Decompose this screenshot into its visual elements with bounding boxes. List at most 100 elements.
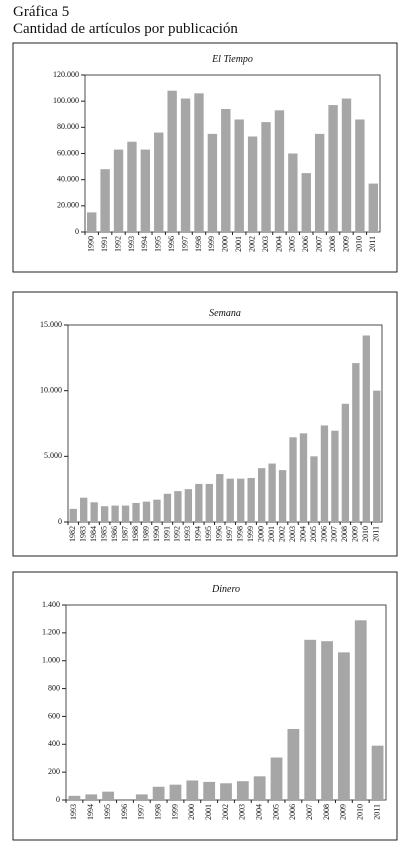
bar bbox=[371, 745, 384, 800]
x-tick-label: 1990 bbox=[87, 236, 96, 252]
x-tick-label: 1997 bbox=[225, 526, 234, 542]
bar bbox=[234, 119, 244, 232]
x-tick-label: 1994 bbox=[194, 526, 203, 542]
bar bbox=[152, 786, 165, 800]
bar bbox=[310, 456, 318, 522]
x-tick-label: 1983 bbox=[79, 526, 88, 542]
x-tick-label: 2006 bbox=[301, 236, 310, 252]
bar bbox=[69, 508, 77, 522]
x-tick-label: 2000 bbox=[256, 526, 265, 542]
bar bbox=[207, 133, 218, 232]
x-tick-label: 1999 bbox=[207, 236, 216, 252]
x-tick-label: 1991 bbox=[100, 236, 109, 252]
x-tick-label: 2007 bbox=[314, 236, 323, 252]
x-tick-label: 2005 bbox=[288, 236, 297, 252]
x-tick-label: 1990 bbox=[152, 526, 161, 542]
x-tick-label: 2011 bbox=[372, 526, 381, 542]
x-tick-label: 1992 bbox=[113, 236, 122, 252]
bar bbox=[289, 437, 297, 522]
bar bbox=[140, 149, 151, 232]
bar bbox=[174, 491, 182, 522]
x-tick-label: 2008 bbox=[340, 526, 349, 542]
y-tick-label: 5.000 bbox=[44, 451, 62, 460]
bar bbox=[247, 478, 255, 522]
bar bbox=[321, 641, 333, 800]
x-tick-label: 2001 bbox=[204, 804, 213, 820]
bar bbox=[352, 363, 360, 522]
x-tick-label: 2006 bbox=[319, 526, 328, 542]
x-tick-label: 1998 bbox=[194, 236, 203, 252]
bar bbox=[186, 780, 199, 800]
x-tick-label: 1996 bbox=[215, 526, 224, 542]
y-tick-label: 1.400 bbox=[42, 600, 60, 609]
bar bbox=[113, 149, 124, 232]
x-tick-label: 1993 bbox=[183, 526, 192, 542]
x-tick-label: 1985 bbox=[99, 526, 108, 542]
x-tick-label: 1996 bbox=[120, 804, 129, 820]
bar bbox=[261, 122, 271, 232]
x-tick-label: 2011 bbox=[372, 804, 381, 820]
bar bbox=[90, 502, 98, 522]
x-tick-label: 2010 bbox=[355, 236, 364, 252]
x-tick-label: 1987 bbox=[120, 526, 129, 542]
bar bbox=[253, 776, 266, 800]
bar bbox=[142, 501, 151, 522]
y-tick-label: 40.000 bbox=[57, 174, 79, 183]
bar bbox=[320, 425, 329, 522]
x-tick-label: 2009 bbox=[341, 236, 350, 252]
x-tick-label: 1996 bbox=[167, 236, 176, 252]
bar bbox=[288, 153, 298, 232]
bar bbox=[268, 463, 276, 522]
bar bbox=[102, 791, 114, 800]
bar bbox=[100, 506, 109, 522]
chart-title: Semana bbox=[209, 308, 241, 319]
bar bbox=[167, 90, 177, 232]
y-tick-label: 15.000 bbox=[40, 320, 62, 329]
x-tick-label: 1993 bbox=[69, 804, 78, 820]
figure-subtitle: Cantidad de artículos por publicación bbox=[13, 21, 238, 37]
bar bbox=[301, 173, 311, 232]
bar bbox=[299, 433, 308, 522]
bar bbox=[373, 390, 381, 522]
y-tick-label: 20.000 bbox=[57, 201, 79, 210]
bar bbox=[205, 483, 213, 522]
y-tick-label: 1.200 bbox=[42, 628, 60, 637]
y-tick-label: 60.000 bbox=[57, 148, 79, 157]
y-tick-label: 800 bbox=[48, 683, 60, 692]
bar bbox=[111, 505, 119, 522]
bar bbox=[203, 781, 216, 800]
x-tick-label: 2004 bbox=[298, 526, 307, 542]
x-tick-label: 1994 bbox=[140, 236, 149, 252]
x-tick-label: 2010 bbox=[361, 526, 370, 542]
bar bbox=[154, 132, 164, 232]
x-tick-label: 1994 bbox=[86, 804, 95, 820]
x-tick-label: 2008 bbox=[328, 236, 337, 252]
x-tick-label: 1995 bbox=[204, 526, 213, 542]
x-tick-label: 2006 bbox=[288, 804, 297, 820]
x-tick-label: 1993 bbox=[127, 236, 136, 252]
panel bbox=[12, 42, 398, 273]
bar bbox=[278, 470, 287, 522]
x-tick-label: 1999 bbox=[246, 526, 255, 542]
x-tick-label: 2004 bbox=[255, 804, 264, 820]
bar bbox=[237, 478, 245, 522]
y-tick-label: 400 bbox=[48, 739, 60, 748]
x-tick-label: 2011 bbox=[368, 236, 377, 252]
bar bbox=[314, 133, 325, 232]
x-tick-label: 2008 bbox=[322, 804, 331, 820]
x-tick-label: 2009 bbox=[351, 526, 360, 542]
bar bbox=[338, 652, 350, 800]
x-tick-label: 2010 bbox=[356, 804, 365, 820]
bar bbox=[163, 493, 172, 522]
x-tick-label: 1992 bbox=[173, 526, 182, 542]
bar bbox=[195, 483, 203, 522]
y-tick-label: 10.000 bbox=[40, 385, 62, 394]
x-tick-label: 2000 bbox=[187, 804, 196, 820]
bar bbox=[328, 105, 338, 232]
bar bbox=[169, 784, 182, 800]
x-tick-label: 2002 bbox=[221, 804, 230, 820]
x-tick-label: 2001 bbox=[267, 526, 276, 542]
bar bbox=[68, 795, 81, 800]
bar bbox=[304, 639, 317, 800]
